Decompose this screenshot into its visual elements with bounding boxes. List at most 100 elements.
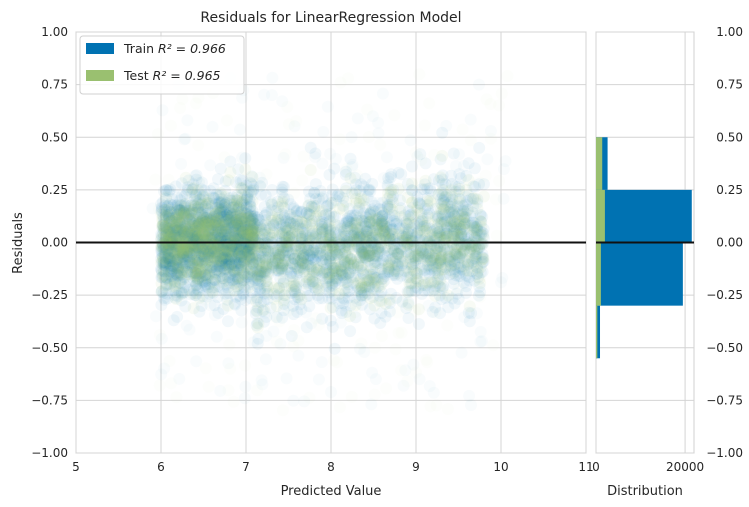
scatter-point-train [230,290,243,303]
scatter-point-train [217,216,230,229]
scatter-point-train [202,247,215,260]
scatter-point-train [191,254,204,267]
scatter-point-test [433,231,446,244]
scatter-point-train [175,199,188,212]
scatter-point-test [490,193,502,205]
scatter-point-train [173,235,186,248]
scatter-point-train [196,256,209,269]
distribution-bar-test [596,305,598,359]
scatter-point-train [236,215,248,228]
scatter-point-test [361,104,373,116]
scatter-point-train [163,223,175,236]
scatter-point-train [170,227,183,240]
scatter-point-train [246,228,259,241]
scatter-point-test [239,360,251,372]
scatter-point-train [207,121,219,133]
scatter-point-train [156,196,169,209]
scatter-point-train [227,216,240,229]
scatter-point-train [498,163,510,175]
scatter-point-train [228,251,241,264]
scatter-point-train [346,131,358,143]
scatter-point-test [374,139,386,151]
scatter-point-train [178,204,191,217]
scatter-point-test [228,396,240,408]
scatter-point-train [244,200,257,213]
scatter-point-test [364,260,377,273]
scatter-point-train [242,185,255,198]
scatter-point-train [170,253,183,266]
scatter-point-test [392,306,404,318]
scatter-point-test [152,128,164,140]
scatter-point-test [296,174,308,186]
scatter-point-test [205,283,217,295]
scatter-point-train [193,238,206,251]
scatter-point-train [215,196,228,209]
scatter-point-train [230,176,243,189]
scatter-point-train [212,279,225,292]
distribution-y-tick-labels: 1.000.750.500.250.00−0.25−0.50−0.75−1.00 [706,25,743,460]
scatter-point-train [226,208,239,221]
scatter-point-train [225,246,238,259]
scatter-point-train [198,228,211,241]
scatter-point-test [356,247,368,260]
scatter-point-test [436,279,448,291]
scatter-point-train [233,221,246,234]
scatter-point-test [351,169,363,181]
scatter-point-train [190,244,203,257]
scatter-point-train [166,199,179,212]
scatter-point-train [197,243,210,256]
scatter-point-train [240,229,253,242]
scatter-point-train [237,256,250,269]
scatter-point-train [197,189,210,202]
scatter-point-train [199,268,212,281]
scatter-point-train [199,269,211,281]
scatter-point-train [202,248,215,261]
scatter-point-train [164,260,177,273]
scatter-point-test [363,131,375,143]
distribution-y-tick-label: −1.00 [706,446,743,460]
scatter-point-train [183,257,196,270]
scatter-point-train [161,252,174,265]
scatter-point-train [156,241,169,254]
scatter-point-test [396,296,408,308]
scatter-point-train [175,268,188,281]
scatter-point-train [228,219,241,232]
scatter-point-train [166,263,179,276]
scatter-point-train [245,270,258,283]
scatter-point-train [232,201,245,214]
scatter-point-train [176,222,189,235]
scatter-point-train [216,226,229,239]
scatter-point-train [226,220,239,233]
scatter-point-train [244,263,257,276]
scatter-point-train [217,303,230,315]
scatter-point-train [173,276,186,289]
scatter-point-train [245,224,258,237]
scatter-point-train [173,249,186,262]
scatter-point-train [213,197,226,210]
legend-label-train-prefix: Train [123,41,158,56]
scatter-point-test [474,215,487,227]
scatter-point-train [245,170,258,183]
scatter-point-train [224,228,237,241]
scatter-point-train [243,193,256,206]
scatter-point-train [170,231,183,244]
scatter-point-train [233,257,246,270]
scatter-point-train [195,266,208,279]
scatter-point-train [239,260,252,273]
scatter-point-train [214,206,227,219]
scatter-point-train [244,177,257,189]
scatter-point-train [190,188,203,201]
scatter-point-train [178,230,191,243]
scatter-point-train [221,238,234,251]
scatter-point-train [207,250,220,263]
scatter-point-train [188,254,201,267]
scatter-point-train [171,266,184,279]
scatter-point-train [243,268,255,281]
scatter-point-train [246,204,259,217]
scatter-point-train [183,246,196,259]
scatter-point-train [156,222,169,235]
scatter-point-train [219,251,232,264]
scatter-point-train [241,192,254,205]
scatter-point-train [238,207,251,220]
